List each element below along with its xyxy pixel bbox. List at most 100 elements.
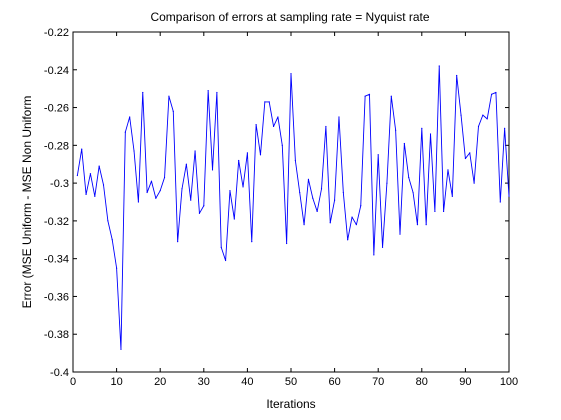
data-point [338, 116, 340, 118]
x-tick-label: 20 [154, 376, 166, 388]
y-tick-label: -0.28 [44, 140, 69, 152]
data-point [146, 191, 148, 194]
data-point [129, 116, 131, 118]
data-point [386, 182, 388, 184]
data-point [355, 224, 357, 226]
data-point [490, 93, 493, 95]
data-point [438, 65, 440, 67]
data-point [225, 259, 227, 262]
data-point [443, 210, 445, 213]
x-tick-label: 0 [70, 376, 76, 388]
x-tick-label: 70 [372, 376, 384, 388]
x-tick-label: 30 [198, 376, 210, 388]
data-point [211, 169, 214, 171]
data-point [421, 127, 423, 129]
data-point [268, 101, 270, 103]
data-point [207, 89, 209, 92]
data-point [94, 195, 96, 197]
data-point [460, 114, 462, 116]
data-point [434, 210, 436, 213]
data-point [163, 176, 166, 179]
data-point [451, 195, 453, 197]
data-point [342, 191, 344, 194]
data-point [408, 176, 410, 179]
y-tick-label: -0.32 [44, 216, 69, 228]
ticks-group: 0 10 20 30 40 50 60 70 80 90 100 -0.4 -0.38 -0.36 -0.3… [44, 27, 518, 388]
data-point [116, 267, 118, 269]
x-tick-label: 40 [241, 376, 253, 388]
data-point [351, 216, 353, 218]
data-point [464, 157, 466, 160]
data-point [316, 210, 318, 213]
x-tick-label: 90 [459, 376, 471, 388]
y-tick-label: -0.26 [44, 103, 69, 115]
data-point [220, 246, 222, 248]
data-point [150, 180, 153, 182]
y-axis-label: Error (MSE Uniform - MSE Non Uniform [20, 96, 34, 309]
data-point [172, 110, 174, 112]
data-point [390, 95, 392, 97]
y-tick-label: -0.38 [44, 329, 69, 341]
data-point [504, 127, 506, 129]
y-tick-label: -0.3 [50, 178, 69, 190]
data-point [120, 348, 122, 350]
data-point [299, 191, 301, 194]
data-point [477, 125, 480, 128]
data-point [272, 125, 275, 128]
data-point [277, 116, 279, 118]
data-point [312, 197, 314, 199]
y-tick-label: -0.24 [44, 65, 69, 77]
x-tick-label: 80 [416, 376, 428, 388]
data-point [216, 91, 218, 94]
data-point [281, 144, 283, 146]
data-point [412, 191, 414, 194]
data-point [286, 242, 288, 245]
data-point [251, 241, 253, 243]
data-point [177, 241, 179, 243]
data-point [168, 95, 170, 97]
data-point [242, 186, 244, 188]
data-point [155, 197, 157, 199]
x-tick-label: 60 [328, 376, 340, 388]
data-point [107, 220, 109, 222]
data-point [373, 254, 375, 256]
data-point [320, 188, 323, 190]
data-point [203, 205, 205, 207]
data-point [395, 129, 397, 131]
y-tick-label: -0.22 [44, 27, 69, 39]
data-point [486, 118, 488, 120]
y-tick-label: -0.36 [44, 291, 69, 303]
data-point [159, 190, 161, 192]
data-point [482, 114, 484, 116]
data-point [133, 150, 135, 152]
x-tick-label: 100 [500, 376, 518, 388]
data-point [364, 95, 366, 97]
data-point [368, 93, 371, 95]
data-point [190, 199, 192, 201]
data-point [124, 131, 126, 133]
x-tick-label: 10 [110, 376, 122, 388]
data-point [416, 224, 419, 226]
series-group [76, 65, 510, 350]
x-tick-label: 50 [285, 376, 297, 388]
data-point [429, 133, 432, 135]
x-axis-label: Iterations [266, 397, 315, 411]
data-point [447, 169, 449, 171]
data-point [456, 74, 458, 77]
data-point [142, 91, 144, 94]
data-point [399, 233, 401, 235]
data-point [377, 154, 379, 156]
data-point [194, 150, 196, 152]
data-point [185, 163, 187, 165]
series-line [76, 65, 510, 350]
data-point [307, 178, 310, 180]
data-point [473, 182, 475, 184]
data-point [102, 184, 105, 186]
data-point [89, 173, 92, 175]
data-point [111, 239, 113, 241]
chart-title: Comparison of errors at sampling rate = … [150, 10, 429, 24]
data-point [425, 224, 427, 226]
data-point [255, 123, 257, 126]
data-point [85, 193, 87, 196]
